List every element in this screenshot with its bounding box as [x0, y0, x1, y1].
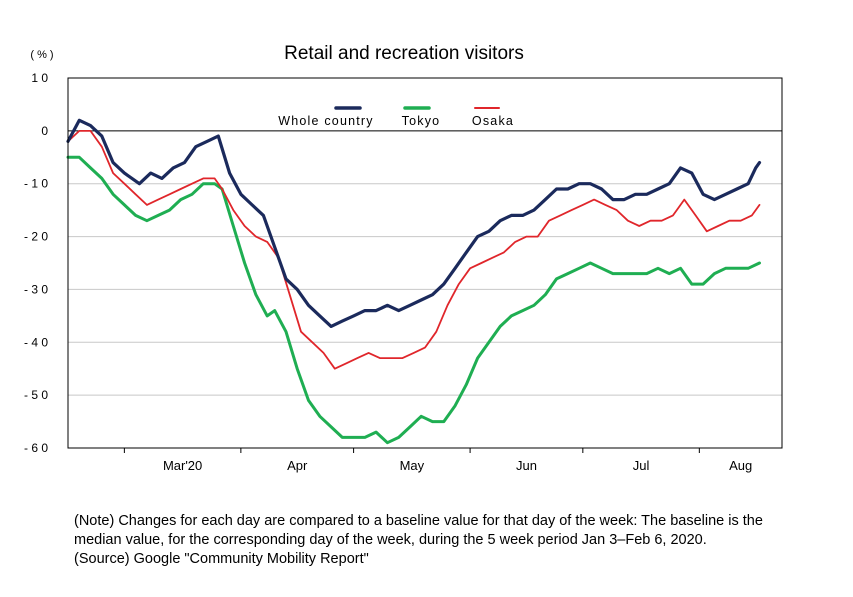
- y-unit-label: ( % ): [30, 49, 53, 61]
- y-tick-label: 0: [41, 124, 48, 138]
- legend-label: Tokyo: [402, 114, 441, 128]
- line-chart: Retail and recreation visitors ( % ) 1 0…: [24, 43, 783, 473]
- grid-lines: [68, 130, 782, 396]
- y-tick-label: - 3 0: [24, 282, 48, 296]
- y-tick-label: 1 0: [31, 71, 48, 85]
- legend-label: Osaka: [472, 114, 514, 128]
- y-tick-label: - 5 0: [24, 388, 48, 402]
- y-tick-label: - 2 0: [24, 230, 48, 244]
- note-line-1: (Note) Changes for each day are compared…: [74, 513, 763, 529]
- x-tick-label: Jul: [633, 458, 650, 473]
- x-tick-label: Mar'20: [163, 458, 202, 473]
- plot-frame: [67, 77, 783, 449]
- note-line-3: (Source) Google "Community Mobility Repo…: [74, 551, 369, 567]
- chart-title: Retail and recreation visitors: [284, 43, 524, 64]
- note-line-2: median value, for the corresponding day …: [74, 532, 707, 548]
- y-tick-label: - 1 0: [24, 177, 48, 191]
- x-tick-label: Aug: [729, 458, 752, 473]
- x-tick-label: Apr: [287, 458, 308, 473]
- y-axis: 1 0 0 - 1 0 - 2 0 - 3 0 - 4 0 - 5 0 - 6 0: [24, 71, 48, 455]
- legend: Whole country Tokyo Osaka: [278, 106, 514, 128]
- y-tick-label: - 4 0: [24, 335, 48, 349]
- legend-label: Whole country: [278, 114, 374, 128]
- x-tick-label: May: [400, 458, 425, 473]
- x-tick-label: Jun: [516, 458, 537, 473]
- x-axis: Mar'20 Apr May Jun Jul Aug: [123, 448, 752, 473]
- series-line-osaka: [67, 130, 761, 370]
- series-line-whole-country: [66, 118, 762, 328]
- y-tick-label: - 6 0: [24, 441, 48, 455]
- series-layer: [66, 118, 762, 445]
- series-line-tokyo: [66, 155, 761, 445]
